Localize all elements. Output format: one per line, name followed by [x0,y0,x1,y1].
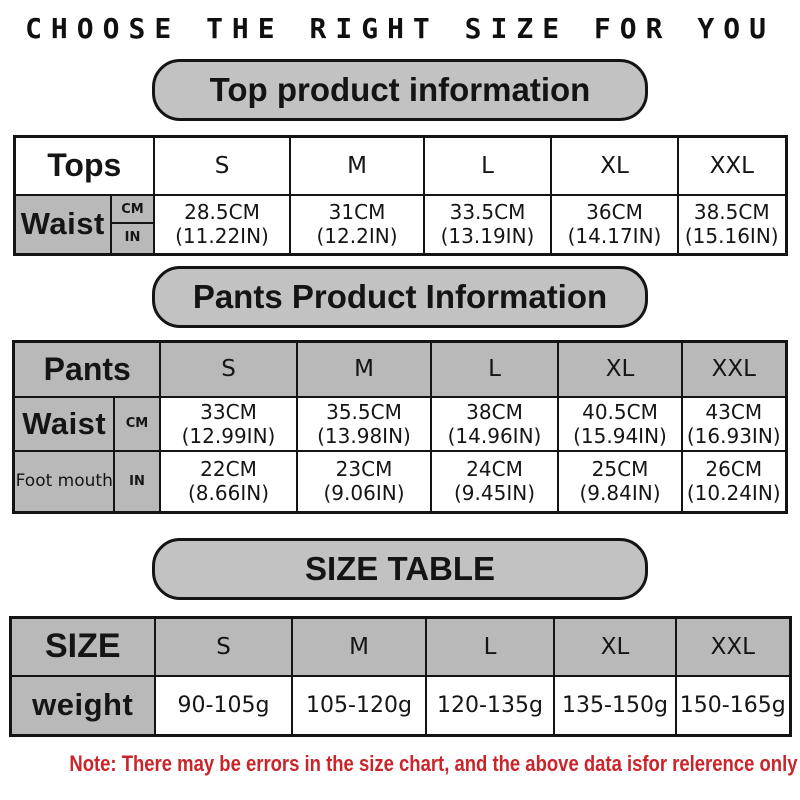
value-cm: 22CM [200,457,257,482]
pants-foot-value-xxl: 26CM (10.24IN) [681,449,787,514]
pants-foot-value-l: 24CM (9.45IN) [430,449,559,514]
page-title: CHOOSE THE RIGHT SIZE FOR YOU [25,12,775,45]
weight-value-m: 105-120g [291,674,427,737]
value-cm: 35.5CM [326,399,402,424]
pants-col-header-m: M [296,340,432,398]
tops-waist-value-xxl: 38.5CM (15.16IN) [677,193,787,256]
pants-size-table: Pants S M L XL XXL Waist CM 33CM (12.99I… [12,340,788,514]
pants-col-header-s: S [159,340,298,398]
value-cm: 31CM [328,200,386,225]
value-cm: 28.5CM [184,200,260,225]
pants-foot-value-s: 22CM (8.66IN) [159,449,298,514]
pants-waist-value-m: 35.5CM (13.98IN) [296,395,432,452]
pants-banner-label: Pants Product Information [192,278,608,315]
value-cm: 36CM [586,200,643,225]
pants-row-label-waist: Waist [12,395,115,452]
size-col-header-l: L [425,616,555,677]
value-in: (13.19IN) [440,224,535,249]
value-cm: 33.5CM [449,200,526,225]
value-in: (9.84IN) [579,481,661,506]
tops-header-row: Tops S M L XL XXL [13,135,787,196]
value-in: (12.2IN) [316,224,398,249]
tops-col-header-xxl: XXL [677,135,787,196]
value-in: (15.94IN) [573,423,667,448]
value-cm: 23CM [335,457,393,482]
value-in: (14.96IN) [447,423,542,448]
size-col-header-m: M [291,616,427,677]
value-cm: 38.5CM [693,200,770,225]
tops-col-header-l: L [423,135,552,196]
pants-waist-value-l: 38CM (14.96IN) [430,395,559,452]
value-in: (9.06IN) [323,481,405,506]
value-cm: 40.5CM [582,399,658,424]
size-col-header-xxl: XXL [675,616,791,677]
tops-row-label-waist: Waist [13,193,112,256]
size-table-banner: SIZE TABLE [152,538,648,600]
pants-waist-unit: CM [112,395,162,452]
tops-table-title: Tops [13,135,155,196]
size-header-row: SIZE S M L XL XXL [9,616,791,677]
weight-value-l: 120-135g [425,674,555,737]
pants-col-header-xxl: XXL [681,340,787,398]
pants-row-label-foot-mouth: Foot mouth [12,449,115,514]
tops-col-header-xl: XL [550,135,679,196]
value-in: (11.22IN) [175,224,269,249]
unit-cm-label: CM [113,197,152,225]
weight-value-xl: 135-150g [553,674,677,737]
value-cm: 43CM [705,399,763,424]
pants-foot-value-m: 23CM (9.06IN) [296,449,432,514]
pants-col-header-l: L [430,340,559,398]
value-cm: 24CM [466,457,523,482]
tops-size-table: Tops S M L XL XXL Waist CM IN 28.5CM (11… [12,135,788,256]
tops-col-header-m: M [289,135,425,196]
pants-waist-value-xxl: 43CM (16.93IN) [681,395,787,452]
weight-value-s: 90-105g [154,674,293,737]
tops-col-header-s: S [153,135,291,196]
pants-waist-value-xl: 40.5CM (15.94IN) [557,395,683,452]
row-label-weight: weight [9,674,156,737]
value-in: (12.99IN) [181,423,276,448]
size-table-title: SIZE [9,616,156,677]
value-in: (9.45IN) [454,481,535,506]
unit-in-label: IN [124,230,141,246]
size-guide-page: CHOOSE THE RIGHT SIZE FOR YOU Top produc… [0,12,800,777]
value-cm: 38CM [466,399,523,424]
pants-foot-value-xl: 25CM (9.84IN) [557,449,683,514]
weight-size-table: SIZE S M L XL XXL weight 90-105g 105-120… [8,616,792,737]
value-in: (13.98IN) [317,423,411,448]
pants-col-header-xl: XL [557,340,683,398]
disclaimer-note: Note: There may be errors in the size ch… [69,751,798,776]
pants-section-banner: Pants Product Information [152,266,648,328]
tops-section-banner: Top product information [152,59,648,121]
tops-waist-value-s: 28.5CM (11.22IN) [153,193,291,256]
tops-unit-cell: CM IN [110,193,155,256]
weight-value-xxl: 150-165g [675,674,791,737]
pants-table-title: Pants [12,340,162,398]
size-col-header-xl: XL [553,616,677,677]
size-table-banner-label: SIZE TABLE [304,550,496,587]
tops-banner-label: Top product information [209,71,591,108]
value-in: (15.16IN) [684,224,779,249]
pants-foot-unit: IN [112,449,162,514]
value-cm: 26CM [705,457,763,482]
value-cm: 33CM [200,399,257,424]
size-col-header-s: S [154,616,293,677]
value-in: (8.66IN) [188,481,269,506]
pants-header-row: Pants S M L XL XXL [12,340,787,398]
pants-waist-value-s: 33CM (12.99IN) [159,395,298,452]
pants-waist-row: Waist CM 33CM (12.99IN) 35.5CM (13.98IN)… [12,395,787,452]
tops-waist-value-xl: 36CM (14.17IN) [550,193,679,256]
value-in: (14.17IN) [567,224,662,249]
value-cm: 25CM [591,457,649,482]
value-in: (16.93IN) [686,423,781,448]
weight-row: weight 90-105g 105-120g 120-135g 135-150… [9,674,791,737]
tops-waist-value-l: 33.5CM (13.19IN) [423,193,552,256]
tops-waist-row: Waist CM IN 28.5CM (11.22IN) 31CM (12.2I… [13,193,787,256]
tops-waist-value-m: 31CM (12.2IN) [289,193,425,256]
pants-foot-row: Foot mouth IN 22CM (8.66IN) 23CM (9.06IN… [12,449,787,514]
value-in: (10.24IN) [686,481,781,506]
note-container: Note: There may be errors in the size ch… [0,751,800,777]
